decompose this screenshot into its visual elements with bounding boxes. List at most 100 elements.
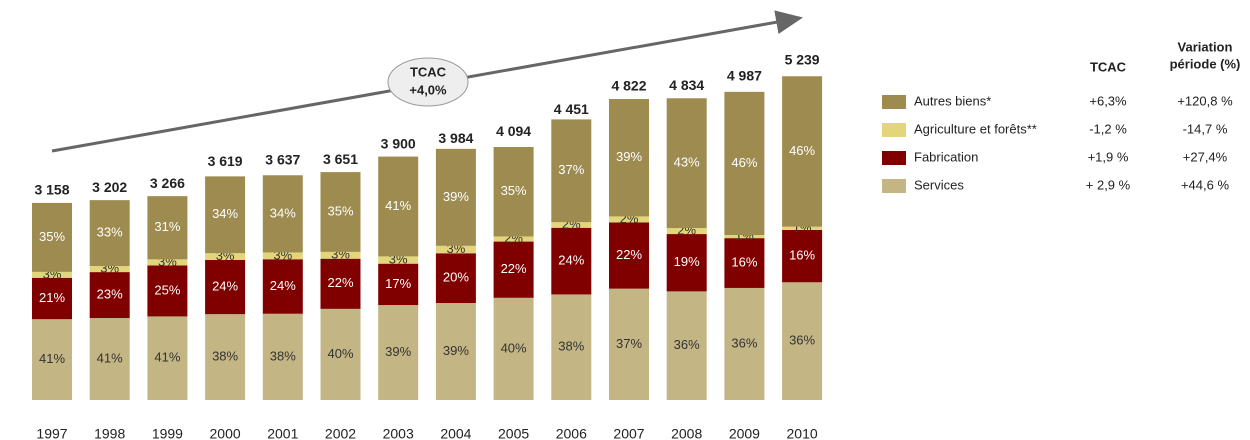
x-tick-label: 1999 — [152, 426, 183, 440]
data-label: 36% — [789, 333, 815, 348]
x-tick-label: 2003 — [383, 426, 414, 440]
data-label: 33% — [97, 225, 123, 240]
bar-segment — [205, 176, 246, 254]
data-label: 19% — [674, 254, 700, 269]
bar-segment — [320, 308, 361, 400]
legend-header: Variation — [1178, 39, 1233, 54]
total-label: 3 202 — [92, 179, 127, 195]
bar-segment — [378, 256, 419, 264]
data-label: 40% — [327, 346, 353, 361]
data-label: 31% — [154, 219, 180, 234]
data-label: 34% — [212, 206, 238, 221]
total-label: 3 651 — [323, 151, 358, 167]
x-tick-label: 2002 — [325, 426, 356, 440]
x-tick-label: 2000 — [210, 426, 241, 440]
legend-header: période (%) — [1170, 56, 1241, 71]
legend-tcac: -1,2 % — [1089, 121, 1127, 136]
bar-segment — [320, 172, 361, 252]
bar-segment — [493, 241, 534, 298]
bar-segment — [32, 271, 72, 278]
x-tick-label: 2009 — [729, 426, 760, 440]
x-tick-label: 2010 — [787, 426, 818, 440]
bar-segment — [782, 282, 823, 400]
total-label: 3 619 — [208, 153, 243, 169]
data-label: 46% — [731, 155, 757, 170]
bar-segment — [32, 319, 72, 400]
data-label: 24% — [270, 278, 296, 293]
bar-segment — [666, 291, 707, 400]
annotation: +4,0% — [409, 82, 447, 97]
data-label: 24% — [212, 278, 238, 293]
legend-tcac: + 2,9 % — [1086, 177, 1131, 192]
data-label: 41% — [385, 198, 411, 213]
bar-segment — [551, 294, 592, 400]
data-label: 39% — [443, 189, 469, 204]
legend-variation: +120,8 % — [1177, 93, 1233, 108]
bar-segment — [782, 229, 823, 283]
bar-segment — [782, 226, 823, 230]
bar-segment — [262, 252, 303, 260]
data-label: 16% — [789, 248, 815, 263]
data-label: 46% — [789, 143, 815, 158]
bar-segment — [609, 288, 649, 400]
bar-segment — [89, 266, 130, 273]
data-label: 20% — [443, 270, 469, 285]
legend-swatch — [882, 123, 906, 137]
total-label: 3 158 — [34, 182, 69, 198]
data-label: 36% — [674, 337, 700, 352]
total-label: 4 094 — [496, 123, 531, 139]
data-label: 38% — [270, 348, 296, 363]
bar-segment — [147, 265, 188, 317]
legend-tcac: +1,9 % — [1088, 149, 1129, 164]
data-label: 16% — [731, 254, 757, 269]
legend-swatch — [882, 179, 906, 193]
total-label: 4 451 — [554, 101, 589, 117]
legend-variation: -14,7 % — [1183, 121, 1228, 136]
bar-segment — [262, 259, 303, 314]
bar-segment — [147, 196, 188, 260]
bar-segment — [262, 313, 303, 400]
bar-segment — [724, 238, 765, 288]
bar-segment — [724, 91, 765, 236]
total-label: 3 637 — [265, 152, 300, 168]
bar-segment — [609, 99, 649, 217]
legend-label: Fabrication — [914, 149, 978, 164]
total-label: 5 239 — [785, 52, 820, 68]
legend-variation: +27,4% — [1183, 149, 1228, 164]
bar-segment — [378, 305, 419, 400]
x-tick-label: 2004 — [440, 426, 471, 440]
bar-segment — [666, 98, 707, 229]
bar-segment — [551, 222, 592, 228]
data-label: 37% — [616, 336, 642, 351]
bar-segment — [32, 277, 72, 320]
x-tick-label: 1997 — [36, 426, 67, 440]
bar-segment — [320, 258, 361, 309]
data-label: 39% — [616, 149, 642, 164]
x-tick-label: 2008 — [671, 426, 702, 440]
data-label: 21% — [39, 290, 65, 305]
data-label: 40% — [501, 340, 527, 355]
data-label: 24% — [558, 253, 584, 268]
bar-segment — [435, 245, 476, 254]
bar-segment — [262, 175, 303, 253]
legend-variation: +44,6 % — [1181, 177, 1230, 192]
bar-segment — [32, 202, 72, 272]
annotation-bubble — [387, 57, 469, 107]
data-label: 38% — [212, 349, 238, 364]
bar-segment — [205, 259, 246, 315]
x-tick-label: 2006 — [556, 426, 587, 440]
total-label: 3 984 — [438, 130, 473, 146]
data-label: 25% — [154, 282, 180, 297]
bar-segment — [147, 259, 188, 266]
total-label: 3 900 — [381, 135, 416, 151]
legend-tcac: +6,3% — [1089, 93, 1127, 108]
total-label: 4 834 — [669, 77, 704, 93]
data-label: 22% — [327, 275, 353, 290]
data-label: 41% — [97, 350, 123, 365]
legend-label: Services — [914, 177, 964, 192]
bar-segment — [205, 314, 246, 400]
bar-segment — [666, 228, 707, 235]
bar-segment — [435, 303, 476, 400]
total-label: 4 987 — [727, 67, 762, 83]
x-tick-label: 2005 — [498, 426, 529, 440]
